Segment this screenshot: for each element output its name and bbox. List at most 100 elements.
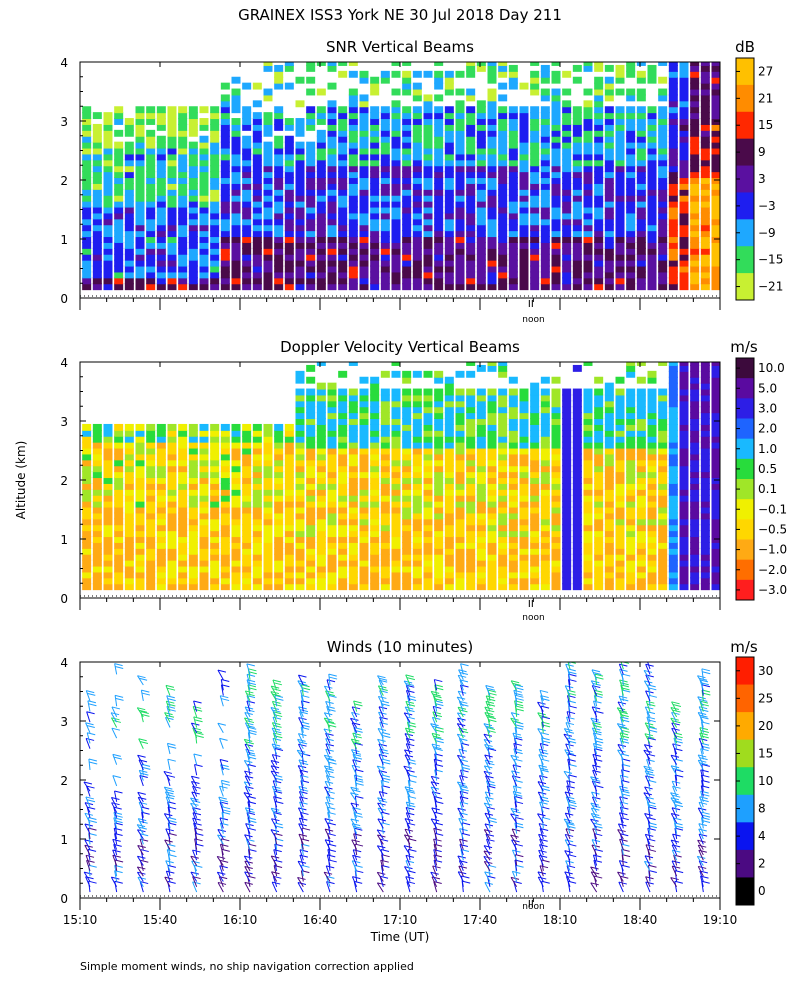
- wind-barb-shaft: [165, 685, 171, 696]
- snr-cell: [679, 106, 689, 114]
- snr-cell: [114, 177, 124, 184]
- snr-cell: [498, 182, 508, 190]
- snr-cell: [658, 236, 668, 243]
- snr-cell: [444, 212, 454, 220]
- wind-barb-feather: [301, 864, 310, 868]
- doppler-cell: [316, 565, 326, 573]
- doppler-cell: [178, 583, 188, 591]
- snr-cell: [711, 123, 720, 131]
- wind-barb-feather: [271, 855, 280, 859]
- snr-cell: [583, 129, 593, 137]
- doppler-cell: [690, 500, 700, 508]
- doppler-cell: [306, 459, 316, 467]
- doppler-cell: [540, 423, 550, 431]
- wind-barb-feather: [248, 729, 257, 733]
- snr-cell: [519, 194, 529, 202]
- doppler-cell: [402, 553, 412, 561]
- snr-cell: [178, 212, 188, 220]
- wind-barb-shaft: [137, 675, 144, 686]
- snr-cell: [562, 118, 572, 125]
- snr-cell: [348, 129, 358, 137]
- doppler-cell: [167, 577, 177, 585]
- snr-cell: [711, 76, 720, 84]
- snr-cell: [647, 64, 657, 72]
- doppler-cell: [359, 488, 369, 496]
- snr-cell: [455, 177, 465, 184]
- doppler-cell: [498, 512, 508, 520]
- snr-cell: [188, 218, 198, 226]
- doppler-cell: [274, 471, 284, 479]
- snr-cell: [444, 177, 454, 184]
- snr-cell: [242, 283, 252, 291]
- doppler-cell: [316, 453, 326, 461]
- snr-cell: [551, 88, 561, 96]
- snr-cell: [391, 177, 401, 184]
- doppler-cell: [167, 506, 177, 514]
- snr-cell: [423, 194, 433, 202]
- snr-cell: [199, 277, 209, 285]
- doppler-cell: [668, 577, 678, 585]
- doppler-cell: [348, 482, 358, 490]
- snr-cell: [327, 112, 337, 120]
- snr-cell: [562, 265, 572, 273]
- doppler-cell: [231, 577, 241, 585]
- doppler-cell: [391, 536, 401, 543]
- doppler-cell: [711, 376, 720, 384]
- doppler-cell: [679, 530, 689, 538]
- doppler-cell: [146, 453, 156, 461]
- doppler-cell: [658, 453, 668, 461]
- doppler-cell: [114, 583, 124, 591]
- doppler-cell: [711, 559, 720, 567]
- snr-cell: [519, 82, 529, 90]
- doppler-cell: [423, 512, 433, 520]
- doppler-cell: [135, 541, 145, 549]
- snr-cell: [647, 177, 657, 184]
- doppler-cell: [519, 518, 529, 526]
- doppler-cell: [476, 541, 486, 549]
- snr-cell: [551, 177, 561, 184]
- doppler-cell: [327, 565, 337, 573]
- doppler-cell: [188, 565, 198, 573]
- snr-cell: [551, 106, 561, 114]
- doppler-cell: [135, 536, 145, 543]
- doppler-cell: [220, 512, 230, 520]
- wind-barb-shaft: [299, 801, 304, 813]
- doppler-cell: [114, 429, 124, 437]
- snr-cell: [690, 177, 700, 184]
- snr-cell: [530, 247, 540, 255]
- doppler-cell: [295, 488, 305, 496]
- doppler-cell: [626, 506, 636, 514]
- doppler-cell: [690, 447, 700, 455]
- doppler-cell: [455, 559, 465, 567]
- doppler-cell: [402, 423, 412, 431]
- snr-cell: [92, 194, 102, 202]
- wind-barb-shaft: [193, 822, 198, 834]
- doppler-cell: [156, 553, 166, 561]
- doppler-cell: [647, 418, 657, 425]
- doppler-cell: [434, 512, 444, 520]
- snr-cell: [604, 194, 614, 202]
- doppler-cell: [572, 477, 582, 484]
- doppler-cell: [135, 547, 145, 555]
- wind-barb-shaft: [166, 743, 171, 755]
- snr-cell: [455, 194, 465, 202]
- snr-cell: [604, 141, 614, 149]
- doppler-cell: [444, 388, 454, 396]
- wind-barb-shaft: [300, 690, 304, 702]
- doppler-cell: [530, 488, 540, 496]
- doppler-cell: [572, 388, 582, 396]
- snr-cell: [92, 230, 102, 238]
- doppler-cell: [434, 541, 444, 549]
- wind-barb-shaft: [165, 870, 171, 882]
- doppler-cell: [92, 453, 102, 461]
- snr-cell: [466, 277, 476, 285]
- snr-cell: [370, 141, 380, 149]
- doppler-cell: [551, 412, 561, 420]
- doppler-cell: [348, 477, 358, 484]
- doppler-cell: [636, 471, 646, 479]
- doppler-cell: [466, 500, 476, 508]
- snr-cell: [498, 147, 508, 155]
- doppler-cell: [295, 394, 305, 402]
- snr-cell: [444, 135, 454, 143]
- snr-cell: [530, 141, 540, 149]
